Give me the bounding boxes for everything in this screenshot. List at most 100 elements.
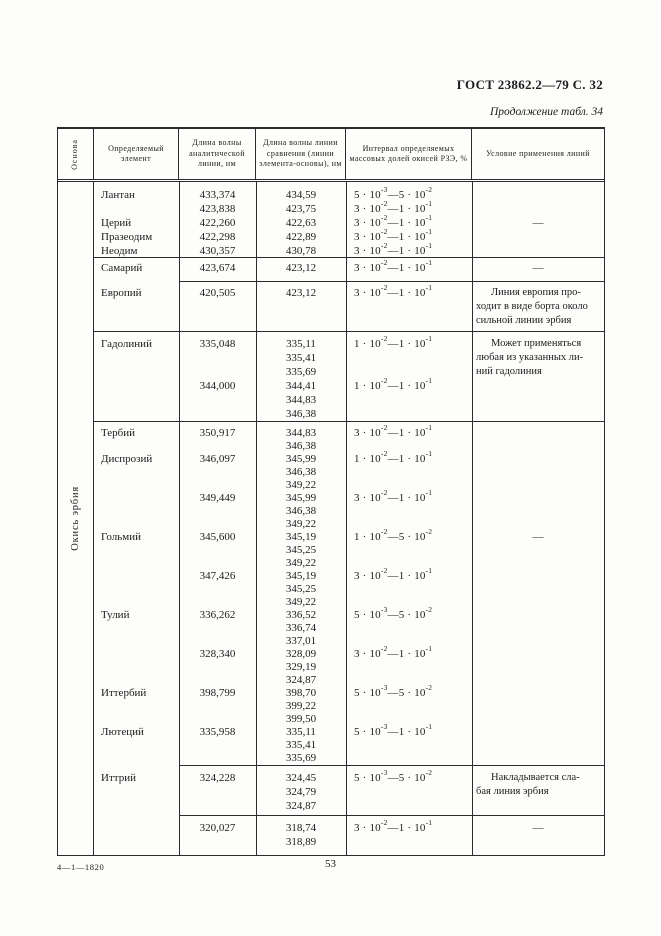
comparison-wavelength-value: 345,99 — [285, 492, 317, 504]
row-separator — [179, 765, 604, 766]
comparison-wavelength-value: 345,99 — [285, 453, 317, 465]
interval-value: 3 · 10-2—1 · 10-1 — [354, 283, 433, 299]
analytical-wavelength-value: 422,260 — [199, 217, 236, 229]
col-header-base-label: Основа — [70, 138, 80, 170]
condition-text-line: ходит в виде борта около — [476, 301, 588, 312]
condition-text-line: любая из указанных ли- — [476, 352, 584, 363]
comparison-wavelength-value: 324,87 — [285, 674, 317, 686]
analytical-wavelength-value: 344,000 — [199, 380, 236, 392]
interval-value: 1 · 10-2—5 · 10-2 — [354, 527, 433, 543]
interval-value: 5 · 10-3—5 · 10-2 — [354, 768, 433, 784]
analytical-wavelength-value: 336,262 — [199, 609, 236, 621]
condition-text: Накладывается сла-бая линия эрбия — [476, 771, 601, 799]
analytical-wavelength-value: 320,027 — [199, 822, 236, 834]
comparison-wavelength-value: 345,25 — [285, 544, 317, 556]
interval-value: 1 · 10-2—1 · 10-1 — [354, 449, 433, 465]
interval-value: 5 · 10-3—5 · 10-2 — [354, 683, 433, 699]
analytical-wavelength-value: 345,600 — [199, 531, 236, 543]
row-separator — [94, 331, 604, 332]
element-name: Самарий — [101, 262, 143, 274]
comparison-wavelength-value: 399,22 — [285, 700, 317, 712]
table-band: Иттрий 324,228 324,45 5 · 10-3—5 · 10-2 324,… — [94, 765, 604, 815]
analytical-wavelength-value: 433,374 — [199, 189, 236, 201]
interval-value: 5 · 10-3—5 · 10-2 — [354, 185, 433, 201]
col-header-mass-fraction-interval: Интервал определяемых массовых долей оки… — [346, 129, 472, 179]
element-name: Иттрий — [101, 772, 136, 784]
element-name: Гольмий — [101, 531, 141, 543]
table-band: Лантан 433,374 434,59 5 · 10-3—5 · 10-2 423,… — [94, 182, 604, 257]
analytical-wavelength-value: 349,449 — [199, 492, 236, 504]
analytical-wavelength-value: 328,340 — [199, 648, 236, 660]
analytical-wavelength-value: 324,228 — [199, 772, 236, 784]
element-name: Гадолиний — [101, 338, 152, 350]
footer-order-code: 4—1—1820 — [57, 862, 105, 872]
condition-text-line: Накладывается сла- — [491, 772, 580, 783]
interval-value: 3 · 10-2—1 · 10-1 — [354, 566, 433, 582]
comparison-wavelength-value: 346,38 — [285, 440, 317, 452]
interval-value: 3 · 10-2—1 · 10-1 — [354, 227, 433, 243]
comparison-wavelength-value: 344,83 — [285, 394, 317, 406]
row-separator — [179, 281, 604, 282]
data-table: Основа Определяемый элемент Длина волны … — [57, 127, 605, 856]
element-name: Неодим — [101, 245, 138, 257]
comparison-wavelength-value: 335,69 — [285, 366, 317, 378]
comparison-wavelength-value: 349,22 — [285, 557, 317, 569]
comparison-wavelength-value: 349,22 — [285, 479, 317, 491]
comparison-wavelength-value: 318,74 — [285, 822, 317, 834]
interval-value: 3 · 10-2—1 · 10-1 — [354, 241, 433, 257]
table-header-row: Основа Определяемый элемент Длина волны … — [58, 129, 604, 182]
comparison-wavelength-value: 430,78 — [285, 245, 317, 257]
comparison-wavelength-value: 344,41 — [285, 380, 317, 392]
table-rows-area: Лантан 433,374 434,59 5 · 10-3—5 · 10-2 423,… — [94, 182, 604, 855]
element-name: Иттербий — [101, 687, 147, 699]
analytical-wavelength-value: 346,097 — [199, 453, 236, 465]
comparison-wavelength-value: 335,11 — [286, 338, 316, 350]
condition-text-line: бая линия эрбия — [476, 786, 549, 797]
interval-value: 1 · 10-2—1 · 10-1 — [354, 376, 433, 392]
table-band: Самарий 423,674 423,12 3 · 10-2—1 · 10-1 — — [94, 257, 604, 281]
analytical-wavelength-value: 335,048 — [199, 338, 236, 350]
condition-text-line: Линия европия про- — [491, 287, 581, 298]
comparison-wavelength-value: 337,01 — [285, 635, 317, 647]
col-header-analytical-wavelength: Длина волны аналитической линии, нм — [179, 129, 256, 179]
interval-value: 3 · 10-2—1 · 10-1 — [354, 423, 433, 439]
comparison-wavelength-value: 423,75 — [285, 203, 317, 215]
comparison-wavelength-value: 344,83 — [285, 427, 317, 439]
comparison-wavelength-value: 346,38 — [285, 408, 317, 420]
table-band: Тербий 350,917 344,83 3 · 10-2—1 · 10-1 346,… — [94, 421, 604, 765]
comparison-wavelength-value: 345,25 — [285, 583, 317, 595]
col-header-comparison-wavelength: Длина волны линии сравнения (линии элеме… — [256, 129, 346, 179]
analytical-wavelength-value: 398,799 — [199, 687, 236, 699]
page-header-gost-number: ГОСТ 23862.2—79 С. 32 — [456, 77, 603, 92]
comparison-wavelength-value: 336,52 — [285, 609, 317, 621]
comparison-wavelength-value: 434,59 — [285, 189, 317, 201]
interval-value: 3 · 10-2—1 · 10-1 — [354, 488, 433, 504]
element-name: Лютеций — [101, 726, 144, 738]
element-name: Тербий — [101, 427, 136, 439]
base-oxide-cell: Окись эрбия — [58, 182, 94, 855]
element-name: Лантан — [101, 189, 135, 201]
element-name: Празеодим — [101, 231, 153, 243]
table-band: Европий 420,505 423,12 3 · 10-2—1 · 10-1 Лин… — [94, 281, 604, 331]
page-number: 53 — [325, 858, 336, 870]
comparison-wavelength-value: 324,79 — [285, 786, 317, 798]
column-divider — [256, 182, 257, 855]
condition-text-line: Может применяться — [491, 338, 582, 349]
column-divider — [346, 182, 347, 855]
element-name: Тулий — [101, 609, 130, 621]
interval-value: 5 · 10-3—5 · 10-2 — [354, 605, 433, 621]
comparison-wavelength-value: 346,38 — [285, 466, 317, 478]
interval-value: 5 · 10-3—1 · 10-1 — [354, 722, 433, 738]
comparison-wavelength-value: 399,50 — [285, 713, 317, 725]
comparison-wavelength-value: 398,70 — [285, 687, 317, 699]
col-header-element: Определяемый элемент — [94, 129, 179, 179]
comparison-wavelength-value: 349,22 — [285, 518, 317, 530]
interval-value: 3 · 10-2—1 · 10-1 — [354, 258, 433, 274]
row-separator — [179, 815, 604, 816]
column-divider — [472, 182, 473, 855]
comparison-wavelength-value: 346,38 — [285, 505, 317, 517]
analytical-wavelength-value: 350,917 — [199, 427, 236, 439]
comparison-wavelength-value: 324,45 — [285, 772, 317, 784]
analytical-wavelength-value: 420,505 — [199, 287, 236, 299]
